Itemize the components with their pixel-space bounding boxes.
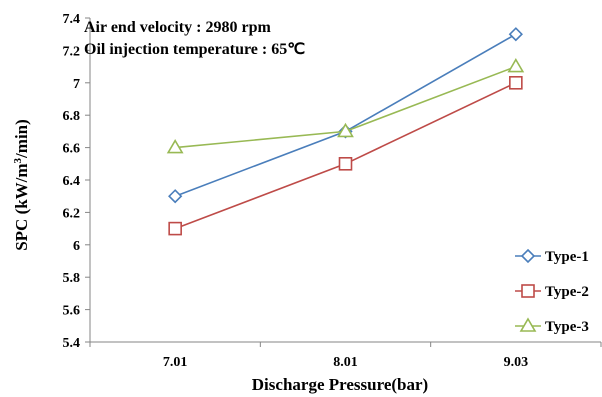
data-point <box>168 221 182 236</box>
legend: Type-1 Type-2 Type-3 <box>515 248 589 335</box>
y-tick-label: 6.6 <box>63 142 81 157</box>
series-line <box>174 82 517 230</box>
legend-marker <box>521 284 535 298</box>
x-axis-title: Discharge Pressure(bar) <box>252 375 428 394</box>
data-point <box>168 189 183 204</box>
data-point <box>337 122 354 138</box>
legend-label: Type-2 <box>545 284 589 300</box>
legend-item: Type-1 <box>515 248 589 265</box>
x-tick-label: 7.01 <box>163 355 188 370</box>
legend-marker <box>520 248 536 264</box>
legend-label: Type-3 <box>545 319 589 335</box>
data-point <box>166 139 184 154</box>
y-axis-title-part-1: SPC (kW/m <box>12 163 31 250</box>
legend-marker <box>519 317 537 332</box>
x-tick-label: 9.03 <box>504 355 529 370</box>
data-point <box>508 27 523 42</box>
axes <box>85 17 602 347</box>
legend-label: Type-1 <box>545 249 589 265</box>
annotation-air-end-velocity: Air end velocity : 2980 rpm <box>84 19 271 36</box>
y-tick-label: 7 <box>73 77 80 92</box>
y-tick-labels: 5.4 5.6 5.8 6 6.2 6.4 6.6 6.8 7 7.2 7.4 <box>63 12 81 351</box>
y-tick-label: 7.4 <box>63 12 81 27</box>
y-tick-label: 5.6 <box>63 304 81 319</box>
y-tick-label: 6.2 <box>63 206 81 221</box>
y-axis-title: SPC (kW/m3/min) <box>12 119 31 251</box>
y-axis-title-part-2: /min) <box>12 119 31 159</box>
series-line <box>174 33 517 197</box>
legend-item: Type-3 <box>515 317 589 335</box>
annotation-oil-injection-temperature: Oil injection temperature : 65℃ <box>84 41 305 58</box>
x-tick-label: 8.01 <box>333 355 358 370</box>
y-axis-title-superscript: 3 <box>12 157 24 163</box>
y-tick-label: 6.8 <box>63 109 81 124</box>
data-point <box>509 76 523 90</box>
data-point <box>507 58 525 73</box>
x-tick-labels: 7.01 8.01 9.03 <box>163 355 528 370</box>
y-tick-label: 6 <box>73 239 80 254</box>
y-tick-label: 5.4 <box>63 336 81 351</box>
y-tick-label: 7.2 <box>63 44 81 59</box>
series-type-3 <box>166 58 525 154</box>
legend-item: Type-2 <box>515 284 589 300</box>
data-point <box>338 157 353 171</box>
series-layer <box>166 27 525 236</box>
y-tick-label: 5.8 <box>63 271 81 286</box>
y-tick-label: 6.4 <box>63 174 81 189</box>
series-type-2 <box>168 76 523 236</box>
